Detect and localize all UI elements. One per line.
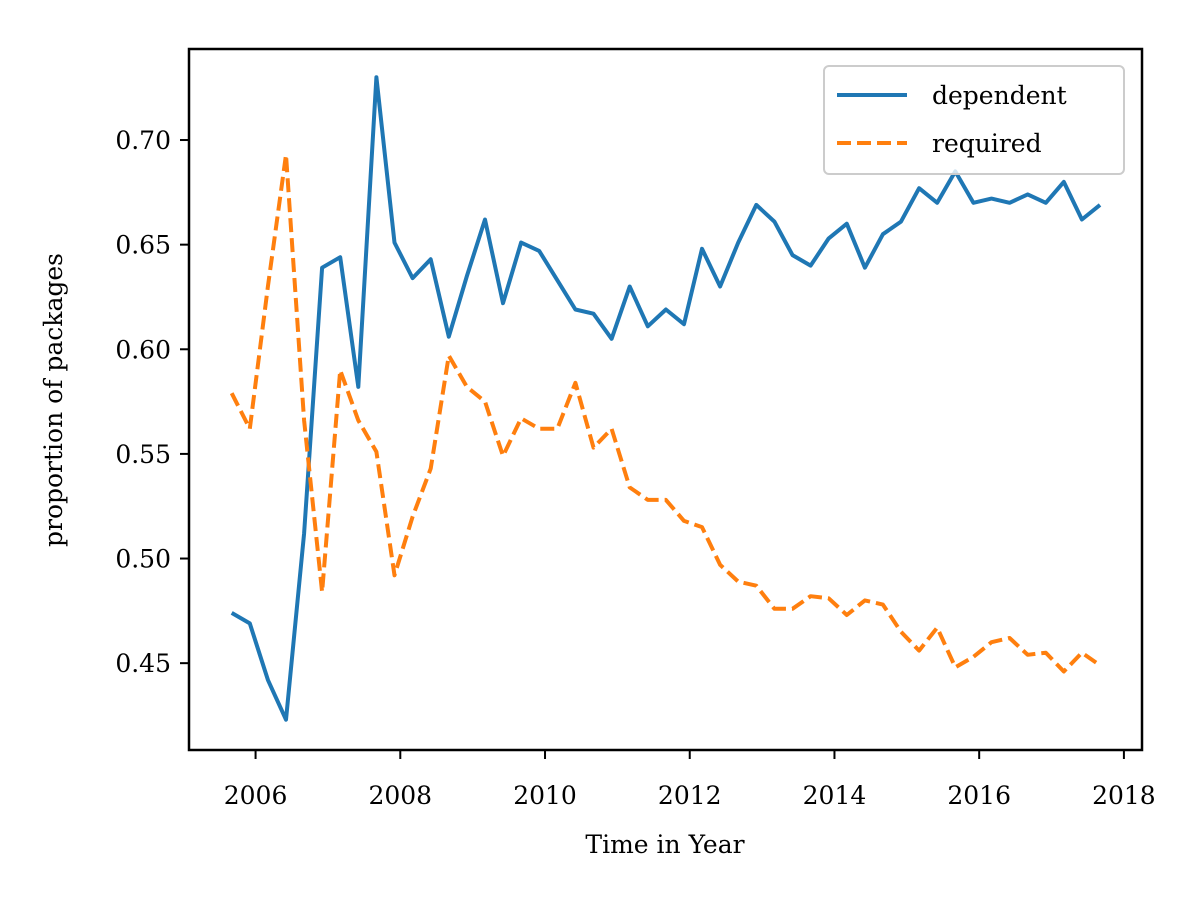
y-tick-label: 0.55: [115, 440, 171, 469]
x-tick-label: 2006: [224, 781, 288, 810]
legend-label-required: required: [932, 129, 1042, 158]
y-axis-label: proportion of packages: [39, 253, 68, 547]
y-tick-label: 0.60: [115, 335, 171, 364]
x-tick-label: 2012: [658, 781, 722, 810]
y-tick-label: 0.65: [115, 231, 171, 260]
y-tick-label: 0.50: [115, 545, 171, 574]
x-axis: 2006 2008 2010 2012 2014 2016 2018: [224, 750, 1156, 810]
x-tick-label: 2008: [368, 781, 432, 810]
series-line-required: [229, 152, 1102, 674]
legend: dependent required: [823, 65, 1125, 175]
y-tick-label: 0.70: [115, 126, 171, 155]
y-tick-label: 0.45: [115, 649, 171, 678]
y-axis: 0.45 0.50 0.55 0.60 0.65 0.70: [115, 126, 189, 678]
x-tick-label: 2010: [513, 781, 577, 810]
x-axis-label: Time in Year: [585, 830, 744, 859]
legend-label-dependent: dependent: [932, 81, 1067, 110]
x-tick-label: 2014: [803, 781, 867, 810]
x-tick-label: 2016: [947, 781, 1011, 810]
x-tick-label: 2018: [1092, 781, 1156, 810]
plot-frame: [187, 47, 1144, 752]
